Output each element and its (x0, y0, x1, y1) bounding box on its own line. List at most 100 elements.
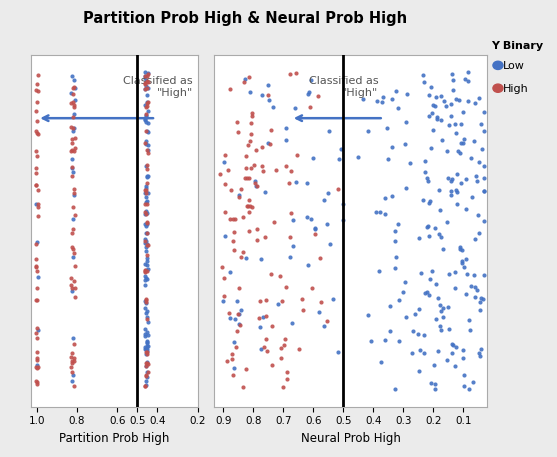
Point (477, 120, 486, 128)
Point (232, 327, 241, 335)
Point (140, 186, 149, 193)
Point (142, 295, 151, 303)
Point (258, 168, 267, 175)
Point (433, 113, 442, 121)
Point (143, 149, 152, 156)
Point (405, 159, 414, 167)
Point (140, 325, 149, 332)
Point (142, 348, 151, 356)
Point (140, 383, 149, 390)
Point (450, 121, 459, 128)
Point (480, 174, 489, 181)
Point (439, 305, 448, 312)
Point (70, 84, 79, 91)
Point (298, 306, 307, 313)
Point (202, 345, 211, 353)
Point (253, 226, 262, 233)
Point (262, 335, 271, 342)
Point (326, 240, 335, 248)
Point (436, 93, 445, 100)
Point (423, 223, 432, 230)
Point (204, 186, 213, 194)
Point (229, 229, 238, 236)
Point (266, 270, 275, 277)
Point (286, 209, 295, 217)
Point (70, 250, 79, 257)
Point (408, 327, 417, 334)
Point (69, 204, 77, 211)
Point (359, 95, 368, 102)
Point (143, 220, 152, 227)
Point (232, 118, 241, 126)
Point (143, 78, 152, 85)
X-axis label: Neural Prob High: Neural Prob High (301, 432, 401, 445)
Point (383, 125, 392, 132)
Point (204, 149, 213, 156)
Point (33, 80, 42, 88)
Point (364, 127, 373, 134)
Point (141, 310, 150, 317)
Point (70, 125, 79, 132)
Point (293, 152, 302, 159)
Point (141, 111, 150, 118)
Point (323, 220, 331, 228)
Point (295, 345, 304, 352)
Point (443, 356, 452, 364)
Point (226, 85, 234, 93)
Point (202, 223, 211, 231)
Point (216, 170, 225, 178)
Point (245, 209, 253, 216)
Point (452, 96, 461, 103)
Point (204, 200, 213, 207)
Point (143, 91, 152, 99)
Point (32, 117, 41, 125)
Point (32, 349, 41, 356)
Point (427, 83, 436, 90)
Point (463, 78, 472, 85)
Point (458, 109, 467, 116)
Point (462, 270, 471, 277)
Point (142, 193, 151, 201)
Point (421, 290, 429, 297)
Point (143, 147, 152, 154)
Point (385, 327, 394, 335)
Point (244, 175, 253, 182)
Point (225, 269, 234, 276)
Point (377, 358, 385, 366)
Point (69, 84, 78, 91)
Point (468, 378, 477, 386)
Point (380, 337, 389, 344)
Point (69, 90, 77, 97)
Point (67, 275, 76, 282)
Point (459, 140, 468, 147)
Point (32, 148, 41, 155)
Point (33, 152, 42, 159)
Point (67, 363, 76, 370)
Point (69, 84, 78, 91)
Point (140, 304, 149, 311)
Point (289, 216, 297, 223)
Point (142, 229, 151, 237)
Point (480, 187, 489, 195)
Point (458, 354, 467, 361)
Point (470, 293, 479, 301)
Point (141, 282, 150, 289)
Point (253, 183, 262, 190)
Point (142, 348, 151, 355)
Point (141, 118, 150, 126)
Point (477, 345, 486, 353)
Point (202, 374, 211, 382)
Point (287, 167, 296, 175)
Point (140, 332, 149, 340)
Point (67, 288, 76, 295)
Point (142, 382, 151, 389)
Point (222, 357, 231, 364)
Point (470, 137, 479, 144)
Point (144, 342, 153, 349)
Point (141, 344, 150, 351)
Point (476, 298, 485, 305)
Point (141, 239, 150, 247)
Point (247, 112, 256, 119)
Point (423, 288, 432, 296)
Point (141, 350, 150, 357)
